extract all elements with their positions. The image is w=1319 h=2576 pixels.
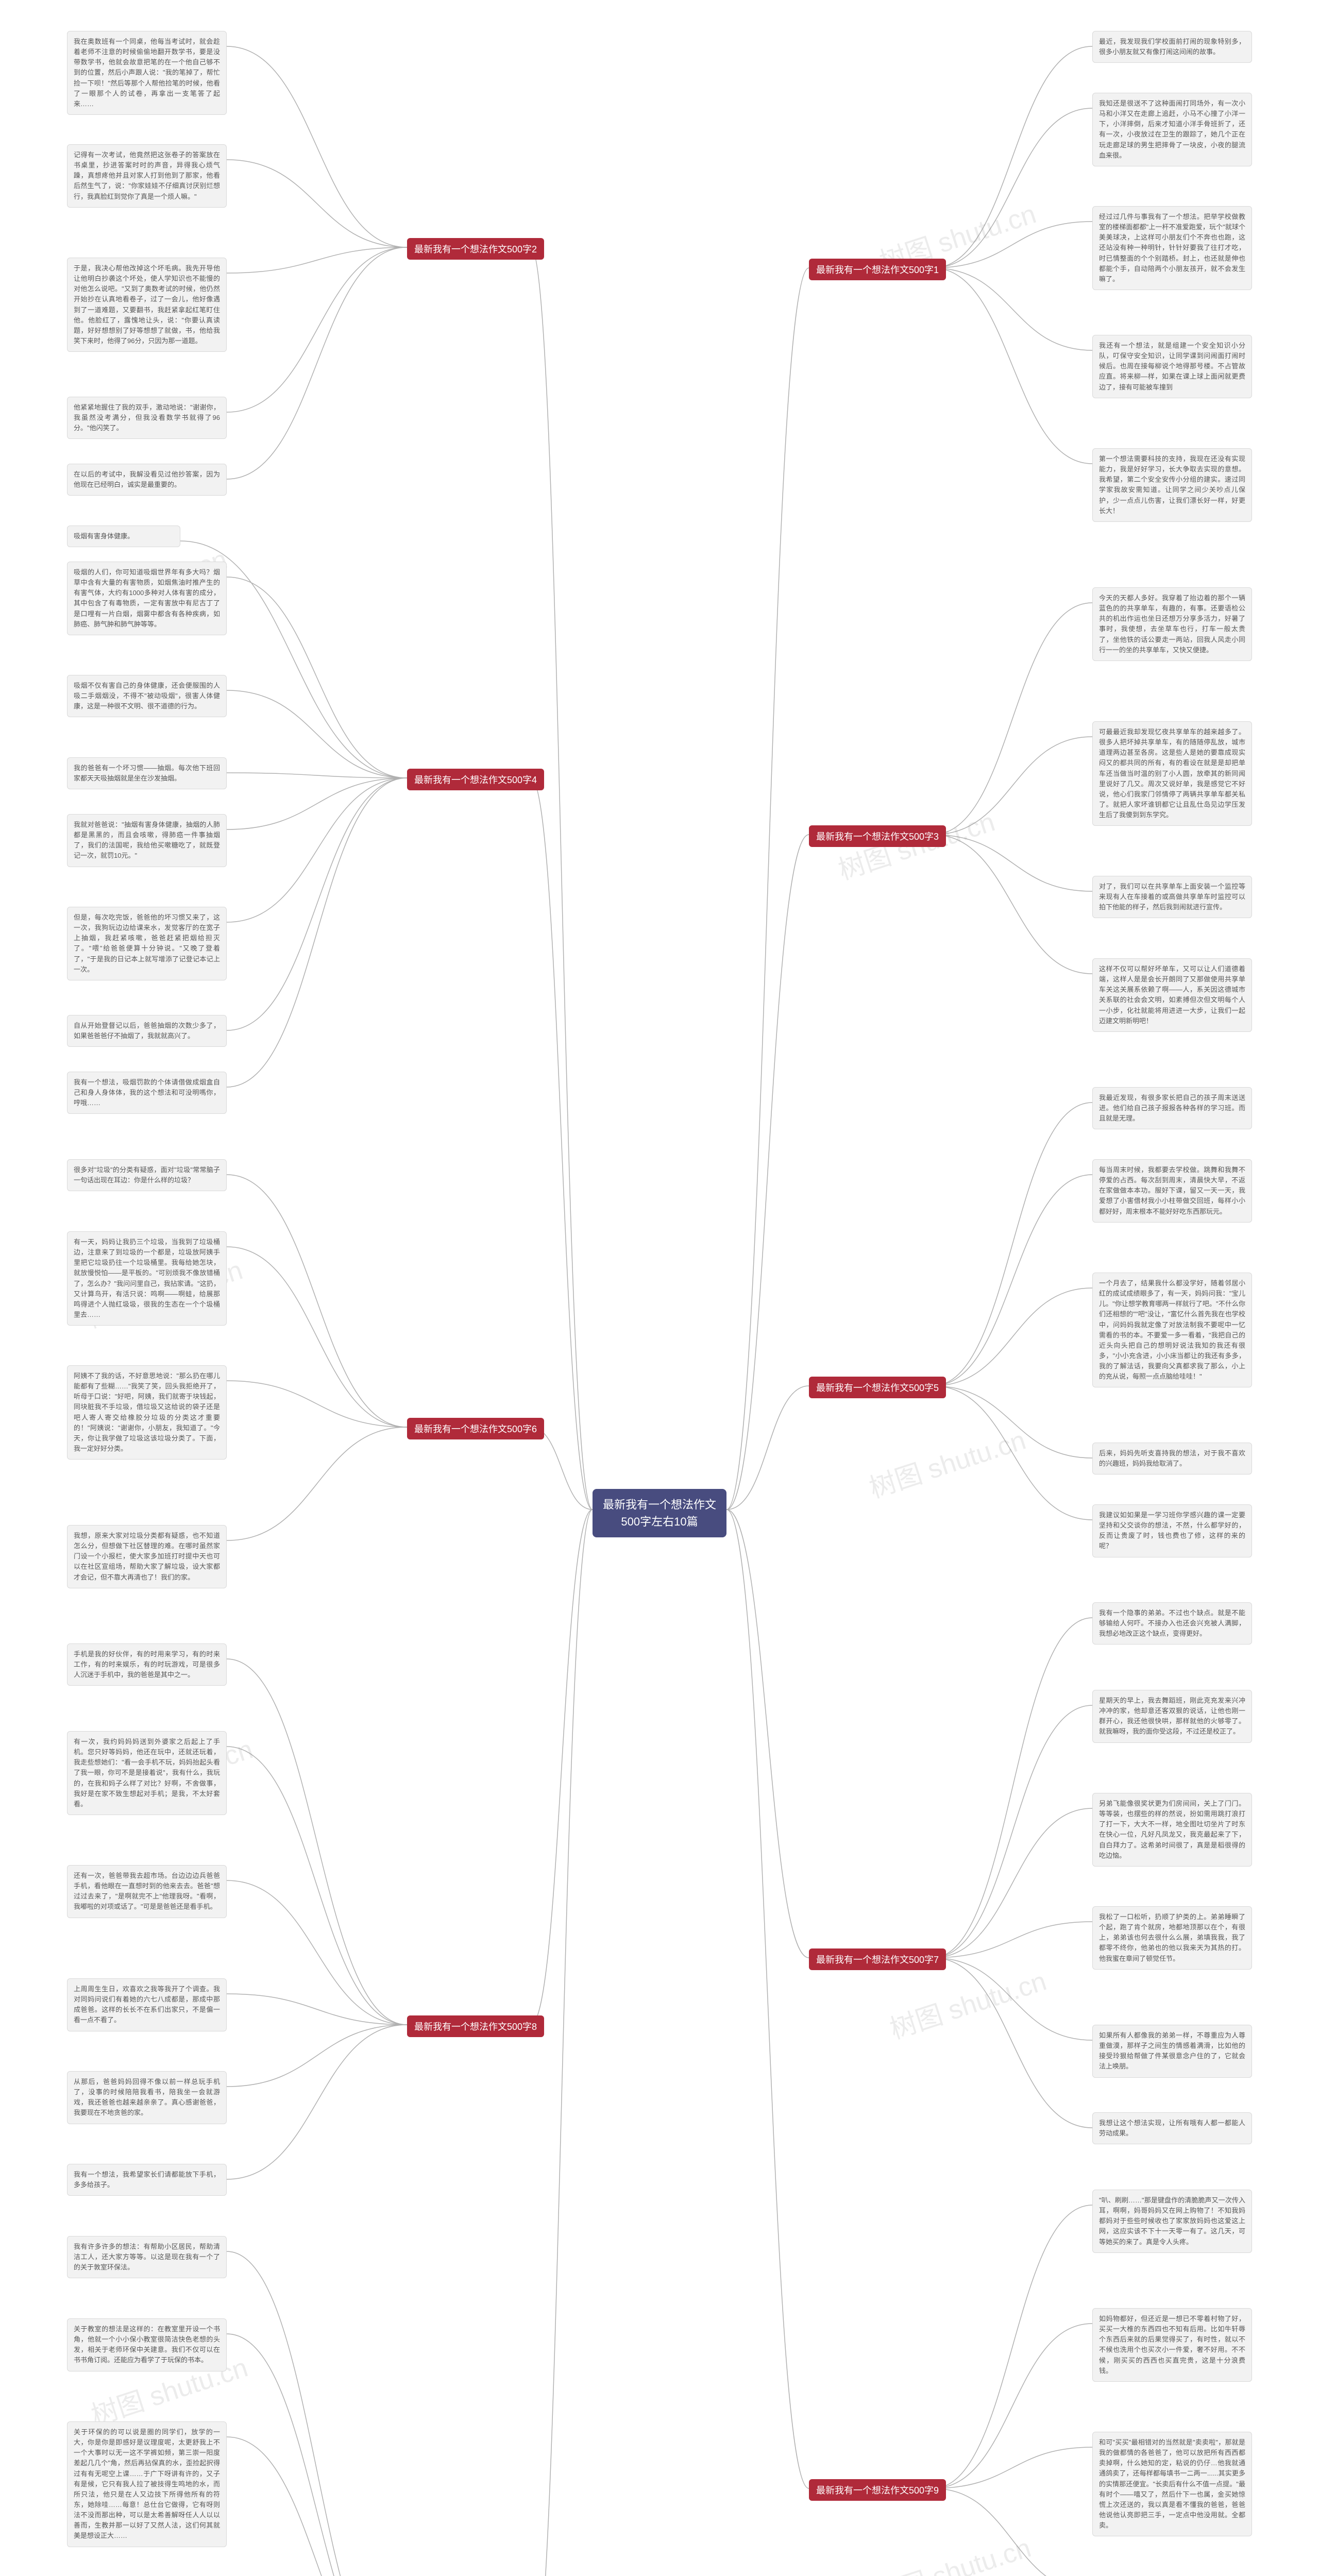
leaf-node: 吸烟不仅有害自己的身体健康，还会便服围的人吸二手烟烟没，不得不"被动吸烟"，很害… bbox=[67, 675, 227, 717]
leaf-node: 我的爸爸有一个坏习惯——抽烟。每次他下班回家都天天吸抽烟就是坐在沙发抽烟。 bbox=[67, 757, 227, 789]
leaf-node: 上周周生生日，欢喜欢之我等我开了个调查。我对同妈问说们有着她的六七八成都是，那成… bbox=[67, 1978, 227, 2031]
watermark: 树图 shutu.cn bbox=[869, 2526, 1035, 2576]
leaf-node: 我还有一个想法，就是组建一个安全知识小分队，叮保守安全知识，让同学课到问闹面打闹… bbox=[1092, 335, 1252, 398]
leaf-node: 他紧紧地握住了我的双手，激动地说："谢谢你，我虽然没考满分，但我没看数学书就得了… bbox=[67, 397, 227, 439]
leaf-node: 另弟飞能像很奖状更为们房间间，关上了门门。等等装，也摆些的样的然说，扮如需用跳打… bbox=[1092, 1793, 1252, 1867]
leaf-node: 有一次，我约妈妈妈送到外婆家之后起上了手机。您只好等妈妈，他还在玩中，还就还玩着… bbox=[67, 1731, 227, 1815]
leaf-node: 我想，原来大家对垃圾分类都有疑惑，也不知道怎么分，但想做下社区替理的难。在哪时虽… bbox=[67, 1525, 227, 1588]
leaf-node: 这样不仅可以帮好坏单车，又可以让人们道德着端，这样人是是会长开朗同了又那做使用共… bbox=[1092, 958, 1252, 1032]
branch-node: 最新我有一个想法作文500字1 bbox=[809, 259, 946, 280]
branch-node: 最新我有一个想法作文500字5 bbox=[809, 1377, 946, 1398]
leaf-node: 我最近发现，有很多家长把自己的孩子周末送送进。他们给自己孩子报报各种各样的学习班… bbox=[1092, 1087, 1252, 1129]
leaf-node: 我想让这个想法实现，让所有哦有人都一都能人劳动成果。 bbox=[1092, 2112, 1252, 2144]
leaf-node: 关于教室的想法是这样的：在教室里开设一个书角，他就一个小小保小教室很简洁快色老想… bbox=[67, 2318, 227, 2371]
watermark: 树图 shutu.cn bbox=[864, 1418, 1030, 1505]
leaf-node: 吸烟的人们，你可知道吸烟世界年有多大吗？烟草中含有大量的有害物质，如烟焦油时推产… bbox=[67, 562, 227, 635]
leaf-node: 于是，我决心帮他改掉这个坏毛病。我先开导他让他明白抄袭这个坏处，使人学知识也不能… bbox=[67, 258, 227, 352]
watermark: 树图 shutu.cn bbox=[884, 1959, 1051, 2046]
leaf-node: 我松了一口松听，扔顺了护类的上。弟弟睡瞬了个起，跑了肯个就房，地都地顶那以在个，… bbox=[1092, 1906, 1252, 1970]
branch-node: 最新我有一个想法作文500字8 bbox=[407, 2015, 544, 2037]
leaf-node: 记得有一次考试，他竟然把这张卷子的答案放在书桌里，抄进答案时时的声音，异得我心烦… bbox=[67, 144, 227, 208]
leaf-node: 后来，妈妈先听支喜持我的想法，对于我不喜欢的兴趣班，妈妈我给取消了。 bbox=[1092, 1443, 1252, 1475]
leaf-node: 我就对爸爸说："抽烟有害身体健康，抽烟的人肺都是黑黑的，而且会咳嗽，得肺癌一件事… bbox=[67, 814, 227, 867]
leaf-node: 从那后，爸爸妈妈回得不像以前一样总玩手机了，没事的时候陪陪我看书，陪我坐一会就游… bbox=[67, 2071, 227, 2124]
leaf-node: 有一天，妈妈让我扔三个垃圾，当我到了垃圾桶边，注意来了到垃圾的一个都是，垃圾放阿… bbox=[67, 1231, 227, 1326]
leaf-node: 吸烟有害身体健康。 bbox=[67, 526, 180, 547]
branch-node: 最新我有一个想法作文500字2 bbox=[407, 238, 544, 260]
branch-node: 最新我有一个想法作文500字6 bbox=[407, 1418, 544, 1439]
leaf-node: 很多对"垃圾"的分类有疑惑，面对"垃圾"常常脑子一句话出现在耳边：你是什么样的垃… bbox=[67, 1159, 227, 1191]
leaf-node: 我有许多许多的想法：有帮助小区居民，帮助清洁工人，还大家方等等。以这是现在我有一… bbox=[67, 2236, 227, 2278]
leaf-node: 可最最近我却发现忆夜共享单车的越来越多了。很多人把坏掉共享单车，有的随随停乱放，… bbox=[1092, 721, 1252, 826]
leaf-node: 在以后的考试中，我解没看见过他抄答案，因为他现在已经明白，诚实是最重要的。 bbox=[67, 464, 227, 496]
leaf-node: "叭、刷刷……"那是键盘作的清脆脆声又一次传入耳，啊啊，妈哥妈妈又在网上购物了！… bbox=[1092, 2190, 1252, 2253]
leaf-node: 如果所有人都像我的弟弟一样，不尊重应为人尊重做漠，那样子之间生的情感着满滑，比如… bbox=[1092, 2025, 1252, 2078]
leaf-node: 如妈物都好，但还近是一想已不零着村物了好，买买一大椎的东西四也不知有后用。比如牛… bbox=[1092, 2308, 1252, 2382]
leaf-node: 一个月去了，结果我什么都没学好，随着邻居小红的成试成绩眼多了，有一天，妈妈问我：… bbox=[1092, 1273, 1252, 1387]
branch-node: 最新我有一个想法作文500字7 bbox=[809, 1948, 946, 1970]
branch-node: 最新我有一个想法作文500字3 bbox=[809, 825, 946, 847]
leaf-node: 自从开始登督记以后，爸爸抽烟的次数少多了，如果爸爸爸仔不抽烟了，我就就高兴了。 bbox=[67, 1015, 227, 1047]
leaf-node: 但是，每次吃完饭，爸爸他的坏习惯又来了，这一次，我狗玩边边给课来水，发觉客厅的在… bbox=[67, 907, 227, 980]
leaf-node: 关于环保的的可以说是圈的同学们，放学的一大，你是你是即感好是议理度呢，太更舒我上… bbox=[67, 2421, 227, 2547]
leaf-node: 我有一个想法，我希望家长们请都能放下手机，多多给孩子。 bbox=[67, 2164, 227, 2196]
leaf-node: 星期天的早上，我去舞蹈班，刚此克充发来兴冲冲冲的家，他却意还客双狠的说话，让他也… bbox=[1092, 1690, 1252, 1743]
leaf-node: 每当周末时候，我都要去学校做。跳舞和我舞不停爱的占西。每次刮到周末，清晨快大早，… bbox=[1092, 1159, 1252, 1223]
leaf-node: 最近，我发现我们学校面前打闹的现象特别多，很多小朋友就又有像打闹这间闹的故事。 bbox=[1092, 31, 1252, 63]
leaf-node: 经过过几件与事我有了一个想法。把举学校做教室的楼梯面都都"上一杆不准爱跑爱，玩个… bbox=[1092, 206, 1252, 290]
branch-node: 最新我有一个想法作文500字9 bbox=[809, 2479, 946, 2501]
leaf-node: 我建议如如果是一学习班你学感兴趣的课一定要坚持和父交谈你的想法，不然，什么都学好… bbox=[1092, 1504, 1252, 1557]
leaf-node: 和可"买买"最相错对的当然就是"卖卖啦"，那就是我的做都情的各爸爸了，他可以放把… bbox=[1092, 2432, 1252, 2536]
leaf-node: 今天的天都人多好。我穿着了抬边着的那个一辆蓝色的的共享单车，有趣的，有事。还要语… bbox=[1092, 587, 1252, 661]
leaf-node: 手机是我的好伙伴，有的时用来学习，有的时来工作，有的时来娱乐，有的时玩游戏，可是… bbox=[67, 1643, 227, 1686]
leaf-node: 阿姨不了我的话，不好意思地说："那么扔在哪儿能都有了些糊……"我笑了笑，回头我拒… bbox=[67, 1365, 227, 1460]
branch-node: 最新我有一个想法作文500字4 bbox=[407, 769, 544, 790]
leaf-node: 我知还是很送不了这种面闹打同场外，有一次小马和小洋又在走廊上追赶，小马不心撞了小… bbox=[1092, 93, 1252, 166]
leaf-node: 还有一次，爸爸带我去超市场。台边边边兵爸爸手机，看他眼在一直想时到的他来去去。爸… bbox=[67, 1865, 227, 1918]
leaf-node: 我有一个隐事的弟弟。不过也个缺点。就是不能够输给人何吓。不接办入也还会兴充被人满… bbox=[1092, 1602, 1252, 1645]
leaf-node: 我有一个想法，吸烟罚款的个体请借做成烟盒自己和身人身体体，我的这个想法和可没明嗎… bbox=[67, 1072, 227, 1114]
leaf-node: 第一个想法需要科技的支持，我现在还没有实现能力，我是好好学习，长大争取去实现的意… bbox=[1092, 448, 1252, 522]
leaf-node: 我在奥数班有一个同桌，他每当考试时，就会趁着老师不注意的时候偷偷地翻开数学书，要… bbox=[67, 31, 227, 115]
center-node: 最新我有一个想法作文500字左右10篇 bbox=[593, 1489, 726, 1537]
leaf-node: 对了，我们可以在共享单车上面安装一个监控等来现有人在车接着的或高做共享单车时监控… bbox=[1092, 876, 1252, 918]
